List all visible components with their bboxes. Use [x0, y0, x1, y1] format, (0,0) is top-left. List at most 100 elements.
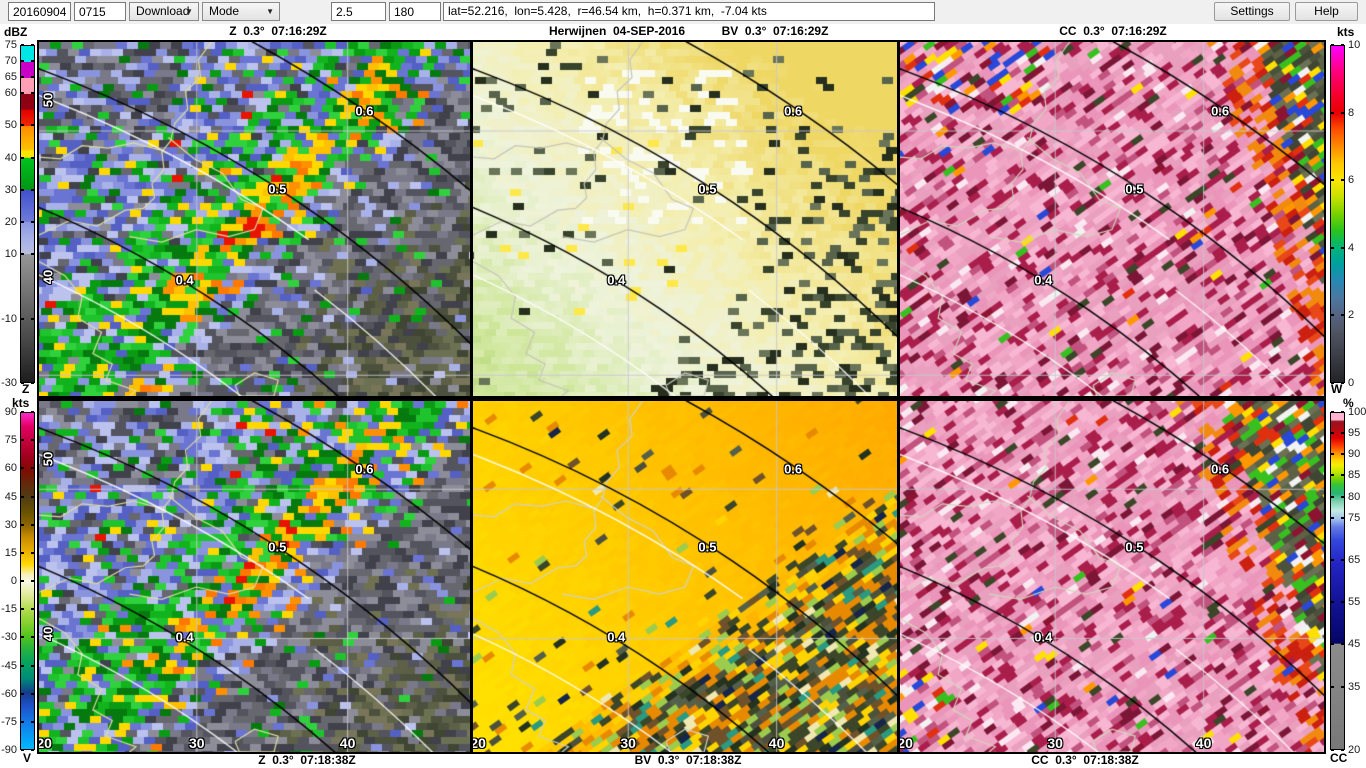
- colorbar-tick-mark: [31, 551, 34, 554]
- colorbar-tick-label: 40: [4, 151, 17, 164]
- colorbar-unit-percent: %: [1343, 396, 1354, 410]
- colorbar-tick-mark: [31, 749, 34, 751]
- colorbar-tick-mark: [1331, 601, 1334, 604]
- colorbar-tick-mark: [1331, 246, 1334, 249]
- panel-title-bv-bottom: BV 0.3° 07:18:38Z: [634, 753, 742, 767]
- download-dropdown[interactable]: Download ▼: [129, 2, 199, 21]
- colorbar-tick-mark: [31, 76, 34, 79]
- height-contour-label: 0.4: [175, 272, 194, 288]
- panel-title-cc-bottom: CC 0.3° 07:18:38Z: [1031, 753, 1139, 767]
- colorbar-tick-mark: [31, 580, 34, 582]
- height-contour-label: 0.6: [355, 103, 374, 119]
- colorbar-tick-mark: [21, 76, 24, 79]
- colorbar-tick-mark: [31, 664, 34, 667]
- colorbar-tick-mark: [31, 439, 34, 442]
- colorbar-tick-mark: [21, 636, 24, 639]
- radar-panel-cc-bottom[interactable]: 0.6 0.5 0.4 20 30 40: [900, 401, 1324, 752]
- colorbar-tick-mark: [1341, 601, 1344, 604]
- colorbar-tick-mark: [21, 188, 24, 191]
- colorbar-tick-mark: [1341, 432, 1344, 435]
- settings-button[interactable]: Settings: [1214, 2, 1290, 21]
- colorbar-label-w: W: [1331, 382, 1343, 396]
- mode-dropdown[interactable]: Mode ▼: [202, 2, 280, 21]
- colorbar-tick-label: 20: [1348, 744, 1361, 756]
- radar-panel-bv-top[interactable]: 0.6 0.5 0.4: [473, 42, 897, 396]
- colorbar-tick-mark: [1341, 44, 1344, 46]
- height-contour-label: 0.4: [175, 629, 194, 645]
- colorbar-tick-mark: [1331, 495, 1334, 498]
- colorbar-tick-label: 65: [4, 71, 17, 84]
- colorbar-tick-mark: [31, 188, 34, 191]
- colorbar-tick-label: 70: [4, 55, 17, 68]
- radar-panel-z-top[interactable]: 0.6 0.5 0.4 50 40: [39, 42, 470, 396]
- colorbar-tick-label: 20: [4, 216, 17, 229]
- colorbar-tick-label: 45: [1348, 638, 1361, 651]
- mode-dropdown-label: Mode: [209, 4, 240, 18]
- colorbar-tick-label: -30: [1, 631, 17, 644]
- colorbar-tick-label: 8: [1348, 106, 1355, 119]
- colorbar-tick-mark: [21, 608, 24, 611]
- colorbar-tick-label: -90: [1, 744, 17, 756]
- time-input[interactable]: [74, 2, 126, 21]
- range-ring-label: 50: [40, 451, 56, 467]
- azimuth-label: 30: [1047, 735, 1063, 751]
- colorbar-tick-mark: [1341, 382, 1344, 384]
- colorbar-tick-mark: [1341, 246, 1344, 249]
- colorbar-tick-mark: [21, 523, 24, 526]
- height-contour-label: 0.5: [1125, 181, 1144, 197]
- colorbar-tick-label: 65: [1348, 553, 1361, 566]
- colorbar-tick-mark: [1341, 474, 1344, 477]
- colorbar-tick-label: 4: [1348, 241, 1355, 254]
- colorbar-tick-mark: [21, 92, 24, 95]
- colorbar-tick-label: 10: [4, 248, 17, 261]
- colorbar-tick-mark: [1341, 558, 1344, 561]
- colorbar-tick-label: 0: [1348, 377, 1355, 389]
- colorbar-tick-mark: [1331, 411, 1334, 413]
- colorbar-tick-mark: [1341, 179, 1344, 182]
- colorbar-tick-mark: [31, 636, 34, 639]
- colorbar-label-v: V: [23, 751, 32, 765]
- colorbar-tick-mark: [1341, 643, 1344, 646]
- colorbar-tick-mark: [21, 124, 24, 127]
- height-contour-label: 0.5: [698, 181, 717, 197]
- colorbar-tick-label: 2: [1348, 309, 1355, 322]
- colorbar-tick-label: -75: [1, 715, 17, 728]
- colorbar-tick-mark: [1331, 179, 1334, 182]
- colorbar-tick-mark: [21, 60, 24, 63]
- colorbar-unit-kts-right: kts: [1337, 25, 1355, 39]
- azimuth-label: 40: [339, 735, 356, 751]
- radar-panel-bv-bottom[interactable]: 0.6 0.5 0.4 20 30 40: [473, 401, 897, 752]
- azimuth-label: 40: [1195, 735, 1212, 751]
- toolbar: Download ▼ Mode ▼ lat=52.216, lon=5.428,…: [0, 0, 1366, 25]
- colorbar-tick-mark: [1341, 749, 1344, 751]
- height-contour-label: 0.5: [698, 539, 717, 555]
- colorbar-tick-mark: [21, 551, 24, 554]
- colorbar-tick-label: 75: [4, 39, 17, 51]
- radar-panel-cc-top[interactable]: 0.6 0.5 0.4: [900, 42, 1324, 396]
- date-input[interactable]: [8, 2, 71, 21]
- param2-input[interactable]: [389, 2, 441, 21]
- colorbar-tick-mark: [31, 60, 34, 63]
- param1-input[interactable]: [331, 2, 386, 21]
- colorbar-unit-kts-left: kts: [12, 396, 30, 410]
- azimuth-label: 20: [39, 735, 52, 751]
- colorbar-tick-mark: [1341, 495, 1344, 498]
- colorbar-tick-mark: [21, 467, 24, 470]
- colorbar-tick-mark: [31, 124, 34, 127]
- colorbar-tick-label: 35: [1348, 680, 1361, 693]
- colorbar-tick-label: 30: [4, 518, 17, 531]
- radar-panel-z-bottom[interactable]: 0.6 0.5 0.4 50 40 20 30 40: [39, 401, 470, 752]
- panel-title-cc-top: CC 0.3° 07:16:29Z: [1059, 24, 1167, 38]
- panel-title-z-bottom: Z 0.3° 07:18:38Z: [258, 753, 356, 767]
- colorbar-label-cc: CC: [1330, 751, 1348, 765]
- colorbar-tick-label: 6: [1348, 174, 1355, 187]
- chevron-down-icon: ▼: [266, 7, 274, 16]
- help-button[interactable]: Help: [1295, 2, 1358, 21]
- radar-workspace: 0.6 0.5 0.4 50 40 0.6 0.5 0.4 0.6 0.5 0.4 0.6 0.5…: [0, 24, 1366, 768]
- height-contour-label: 0.4: [607, 629, 626, 645]
- colorbar-tick-mark: [31, 411, 34, 413]
- colorbar-tick-mark: [31, 44, 34, 46]
- colorbar-tick-mark: [1331, 111, 1334, 114]
- radar-canvas: [900, 42, 1324, 396]
- colorbar-tick-mark: [31, 317, 34, 320]
